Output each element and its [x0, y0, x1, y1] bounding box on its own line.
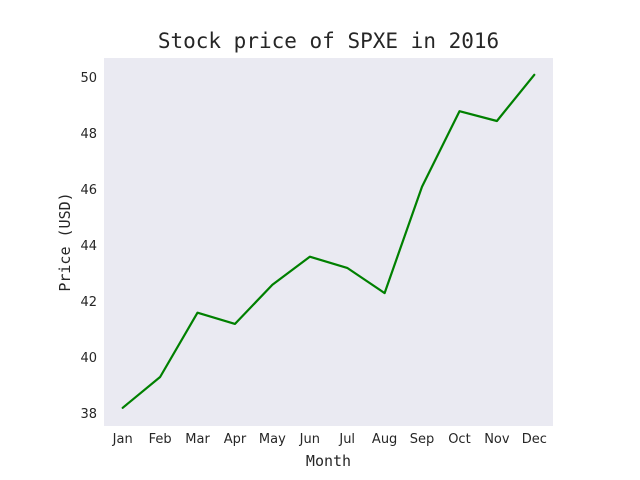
chart-title: Stock price of SPXE in 2016	[158, 29, 499, 53]
x-tick-label: Jul	[338, 432, 355, 447]
series-layer	[121, 73, 536, 409]
y-tick-label: 38	[80, 407, 97, 422]
y-tick-label: 50	[80, 71, 97, 86]
plot-area	[104, 58, 553, 426]
x-tick-label: Jun	[299, 432, 320, 447]
y-tick-label: 46	[80, 183, 97, 198]
y-axis-label: Price (USD)	[56, 192, 74, 291]
x-tick-label: Jan	[112, 432, 133, 447]
x-tick-label: Apr	[224, 432, 247, 447]
y-axis-ticks: 38 40 42 44 46 48 50	[80, 71, 97, 422]
x-tick-label: Nov	[484, 432, 510, 447]
x-tick-label: Feb	[149, 432, 172, 447]
series-line	[121, 73, 536, 409]
y-tick-label: 48	[80, 127, 97, 142]
x-tick-label: Oct	[448, 432, 470, 447]
y-tick-label: 42	[80, 295, 97, 310]
x-tick-label: Aug	[372, 432, 397, 447]
y-tick-label: 44	[80, 239, 97, 254]
x-axis-label: Month	[306, 452, 351, 470]
x-tick-label: Dec	[522, 432, 547, 447]
x-tick-label: May	[259, 432, 286, 447]
x-tick-label: Sep	[410, 432, 435, 447]
x-tick-label: Mar	[185, 432, 210, 447]
y-tick-label: 40	[80, 351, 97, 366]
x-axis-ticks: Jan Feb Mar Apr May Jun Jul Aug Sep Oct Nov Dec	[112, 432, 547, 447]
